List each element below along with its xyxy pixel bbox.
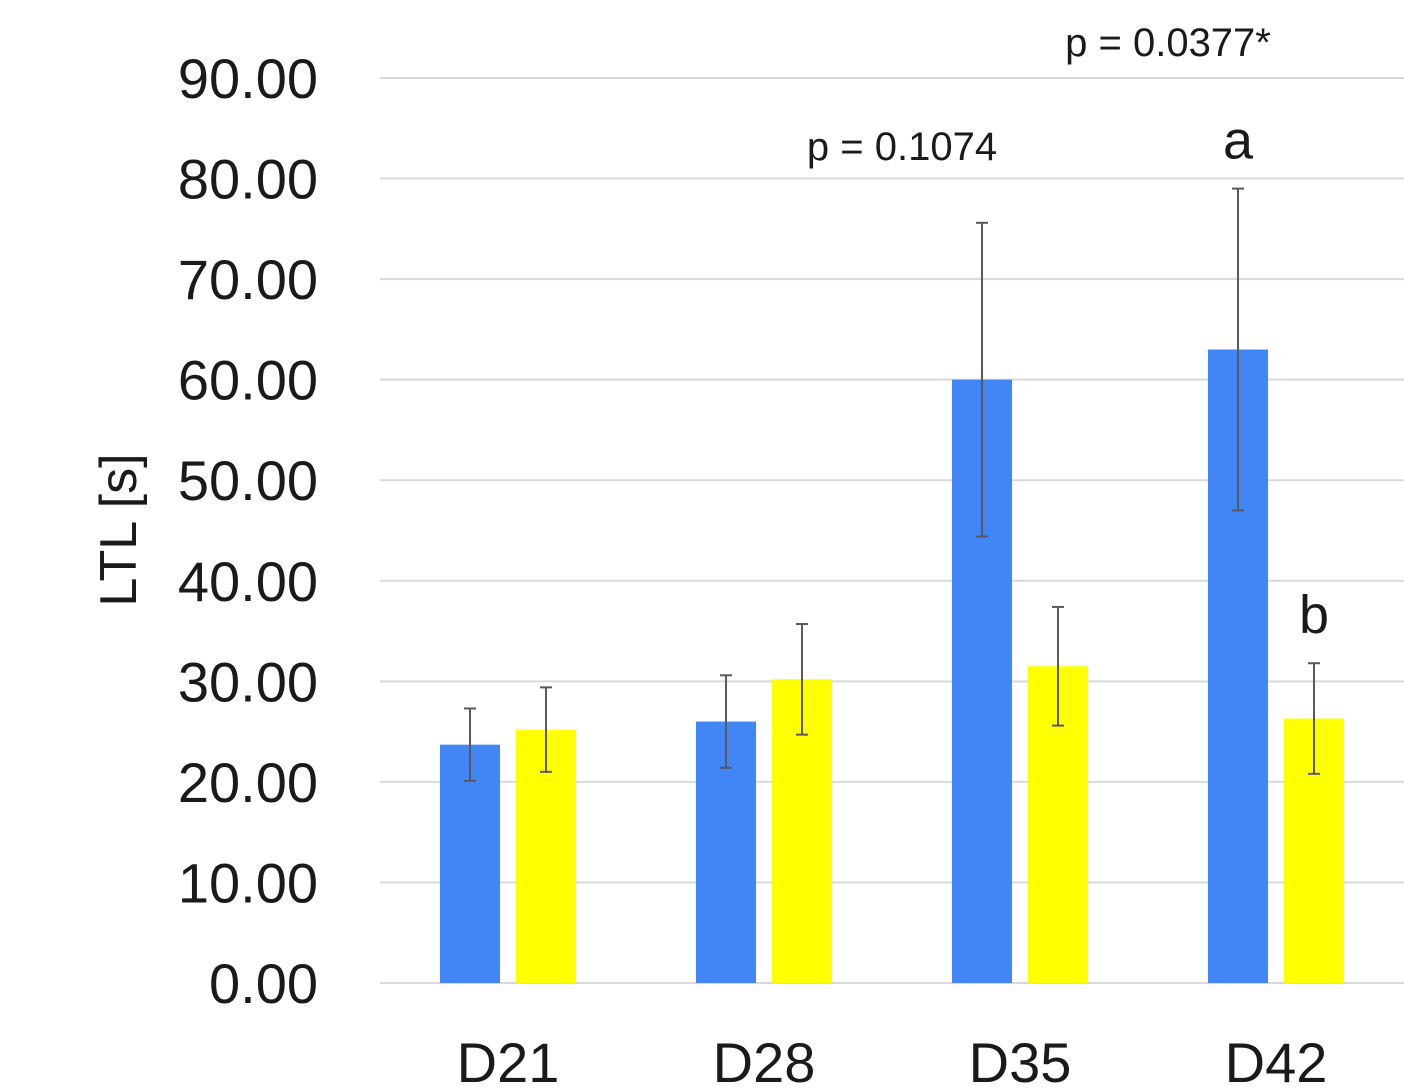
x-tick-label: D21 (457, 1031, 560, 1088)
y-tick-label: 60.00 (178, 349, 318, 412)
y-tick-label: 80.00 (178, 148, 318, 211)
bar (440, 744, 500, 983)
y-tick-label: 30.00 (178, 650, 318, 713)
p-value-annotation: p = 0.0377* (1065, 21, 1271, 65)
significance-letter: b (1299, 585, 1329, 645)
y-tick-label: 40.00 (178, 550, 318, 613)
annotations: p = 0.1074 p = 0.0377* a b (807, 21, 1329, 645)
y-axis-title: LTL [s] (90, 453, 148, 606)
x-axis-tick-labels: D21 D28 D35 D42 (457, 1031, 1328, 1088)
error-bars (464, 187, 1320, 782)
y-tick-label: 20.00 (178, 751, 318, 814)
significance-letter: a (1223, 111, 1254, 171)
y-tick-label: 90.00 (178, 47, 318, 110)
x-tick-label: D28 (713, 1031, 816, 1088)
y-axis-tick-labels: 0.00 10.00 20.00 30.00 40.00 50.00 60.00 70.00 8… (178, 47, 318, 1015)
y-tick-label: 10.00 (178, 851, 318, 914)
p-value-annotation: p = 0.1074 (807, 125, 997, 169)
y-tick-label: 50.00 (178, 449, 318, 512)
x-tick-label: D35 (969, 1031, 1072, 1088)
x-tick-label: D42 (1225, 1031, 1328, 1088)
y-tick-label: 0.00 (209, 952, 318, 1015)
bars (440, 349, 1344, 984)
y-tick-label: 70.00 (178, 248, 318, 311)
